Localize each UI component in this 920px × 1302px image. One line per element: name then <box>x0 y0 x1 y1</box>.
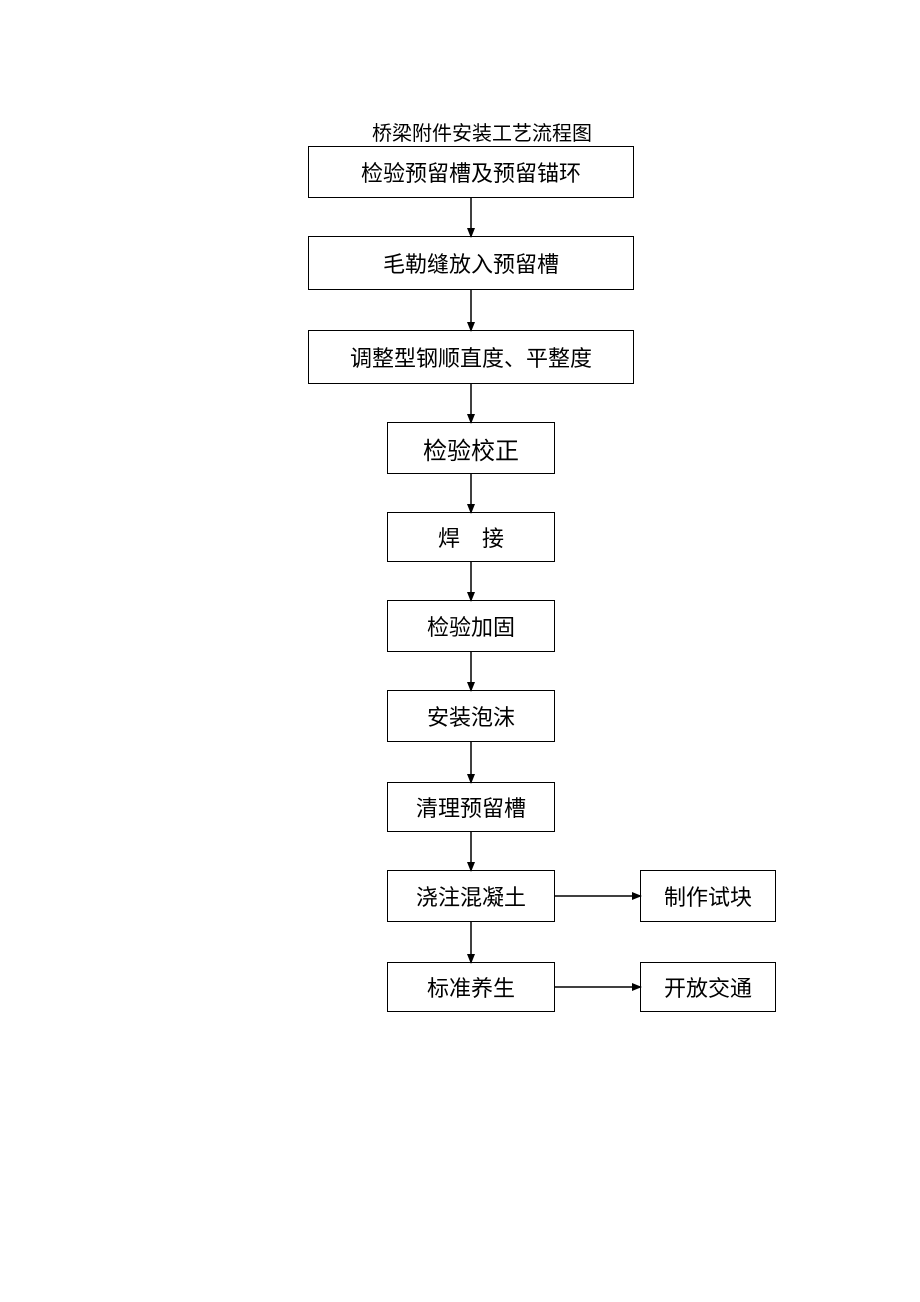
flowchart-container: 桥梁附件安装工艺流程图 检验预留槽及预留锚环毛勒缝放入预留槽调整型钢顺直度、平整… <box>0 0 920 1302</box>
edges-layer <box>0 0 920 1302</box>
